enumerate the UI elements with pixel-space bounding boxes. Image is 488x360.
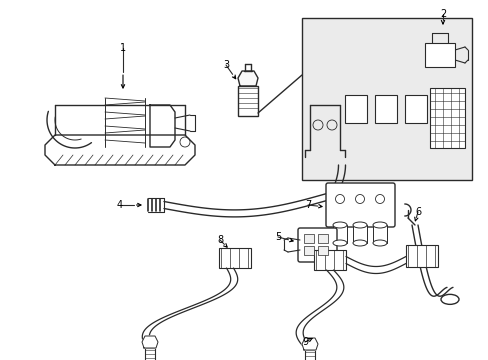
Text: 1: 1 [120, 43, 126, 53]
Polygon shape [45, 135, 195, 165]
Ellipse shape [352, 240, 366, 246]
Text: 8: 8 [217, 235, 223, 245]
Polygon shape [142, 336, 158, 348]
Ellipse shape [440, 294, 458, 304]
Polygon shape [302, 338, 317, 350]
Text: 3: 3 [223, 60, 228, 70]
Bar [219, 248, 250, 268]
Bar [345, 95, 366, 123]
Bar [332, 225, 346, 243]
Text: 7: 7 [304, 200, 310, 210]
Ellipse shape [352, 222, 366, 228]
Bar [405, 245, 437, 267]
Ellipse shape [372, 222, 386, 228]
Bar [352, 225, 366, 243]
Bar [404, 95, 426, 123]
Bar [317, 246, 327, 255]
Bar [304, 234, 313, 243]
Bar [145, 348, 155, 360]
Bar [374, 95, 396, 123]
Bar [424, 43, 454, 67]
FancyBboxPatch shape [297, 228, 336, 262]
Text: 2: 2 [439, 9, 445, 19]
Ellipse shape [332, 222, 346, 228]
Bar [313, 250, 346, 270]
Text: 6: 6 [414, 207, 420, 217]
Text: 4: 4 [117, 200, 123, 210]
Bar [238, 86, 258, 116]
FancyBboxPatch shape [325, 183, 394, 227]
Bar [317, 234, 327, 243]
Bar [429, 88, 464, 148]
Bar [372, 225, 386, 243]
Text: 9: 9 [301, 337, 307, 347]
Bar [305, 350, 314, 360]
Polygon shape [238, 71, 258, 86]
Ellipse shape [332, 240, 346, 246]
Bar [304, 246, 313, 255]
Ellipse shape [372, 240, 386, 246]
Bar [302, 18, 471, 180]
Text: 5: 5 [274, 232, 281, 242]
